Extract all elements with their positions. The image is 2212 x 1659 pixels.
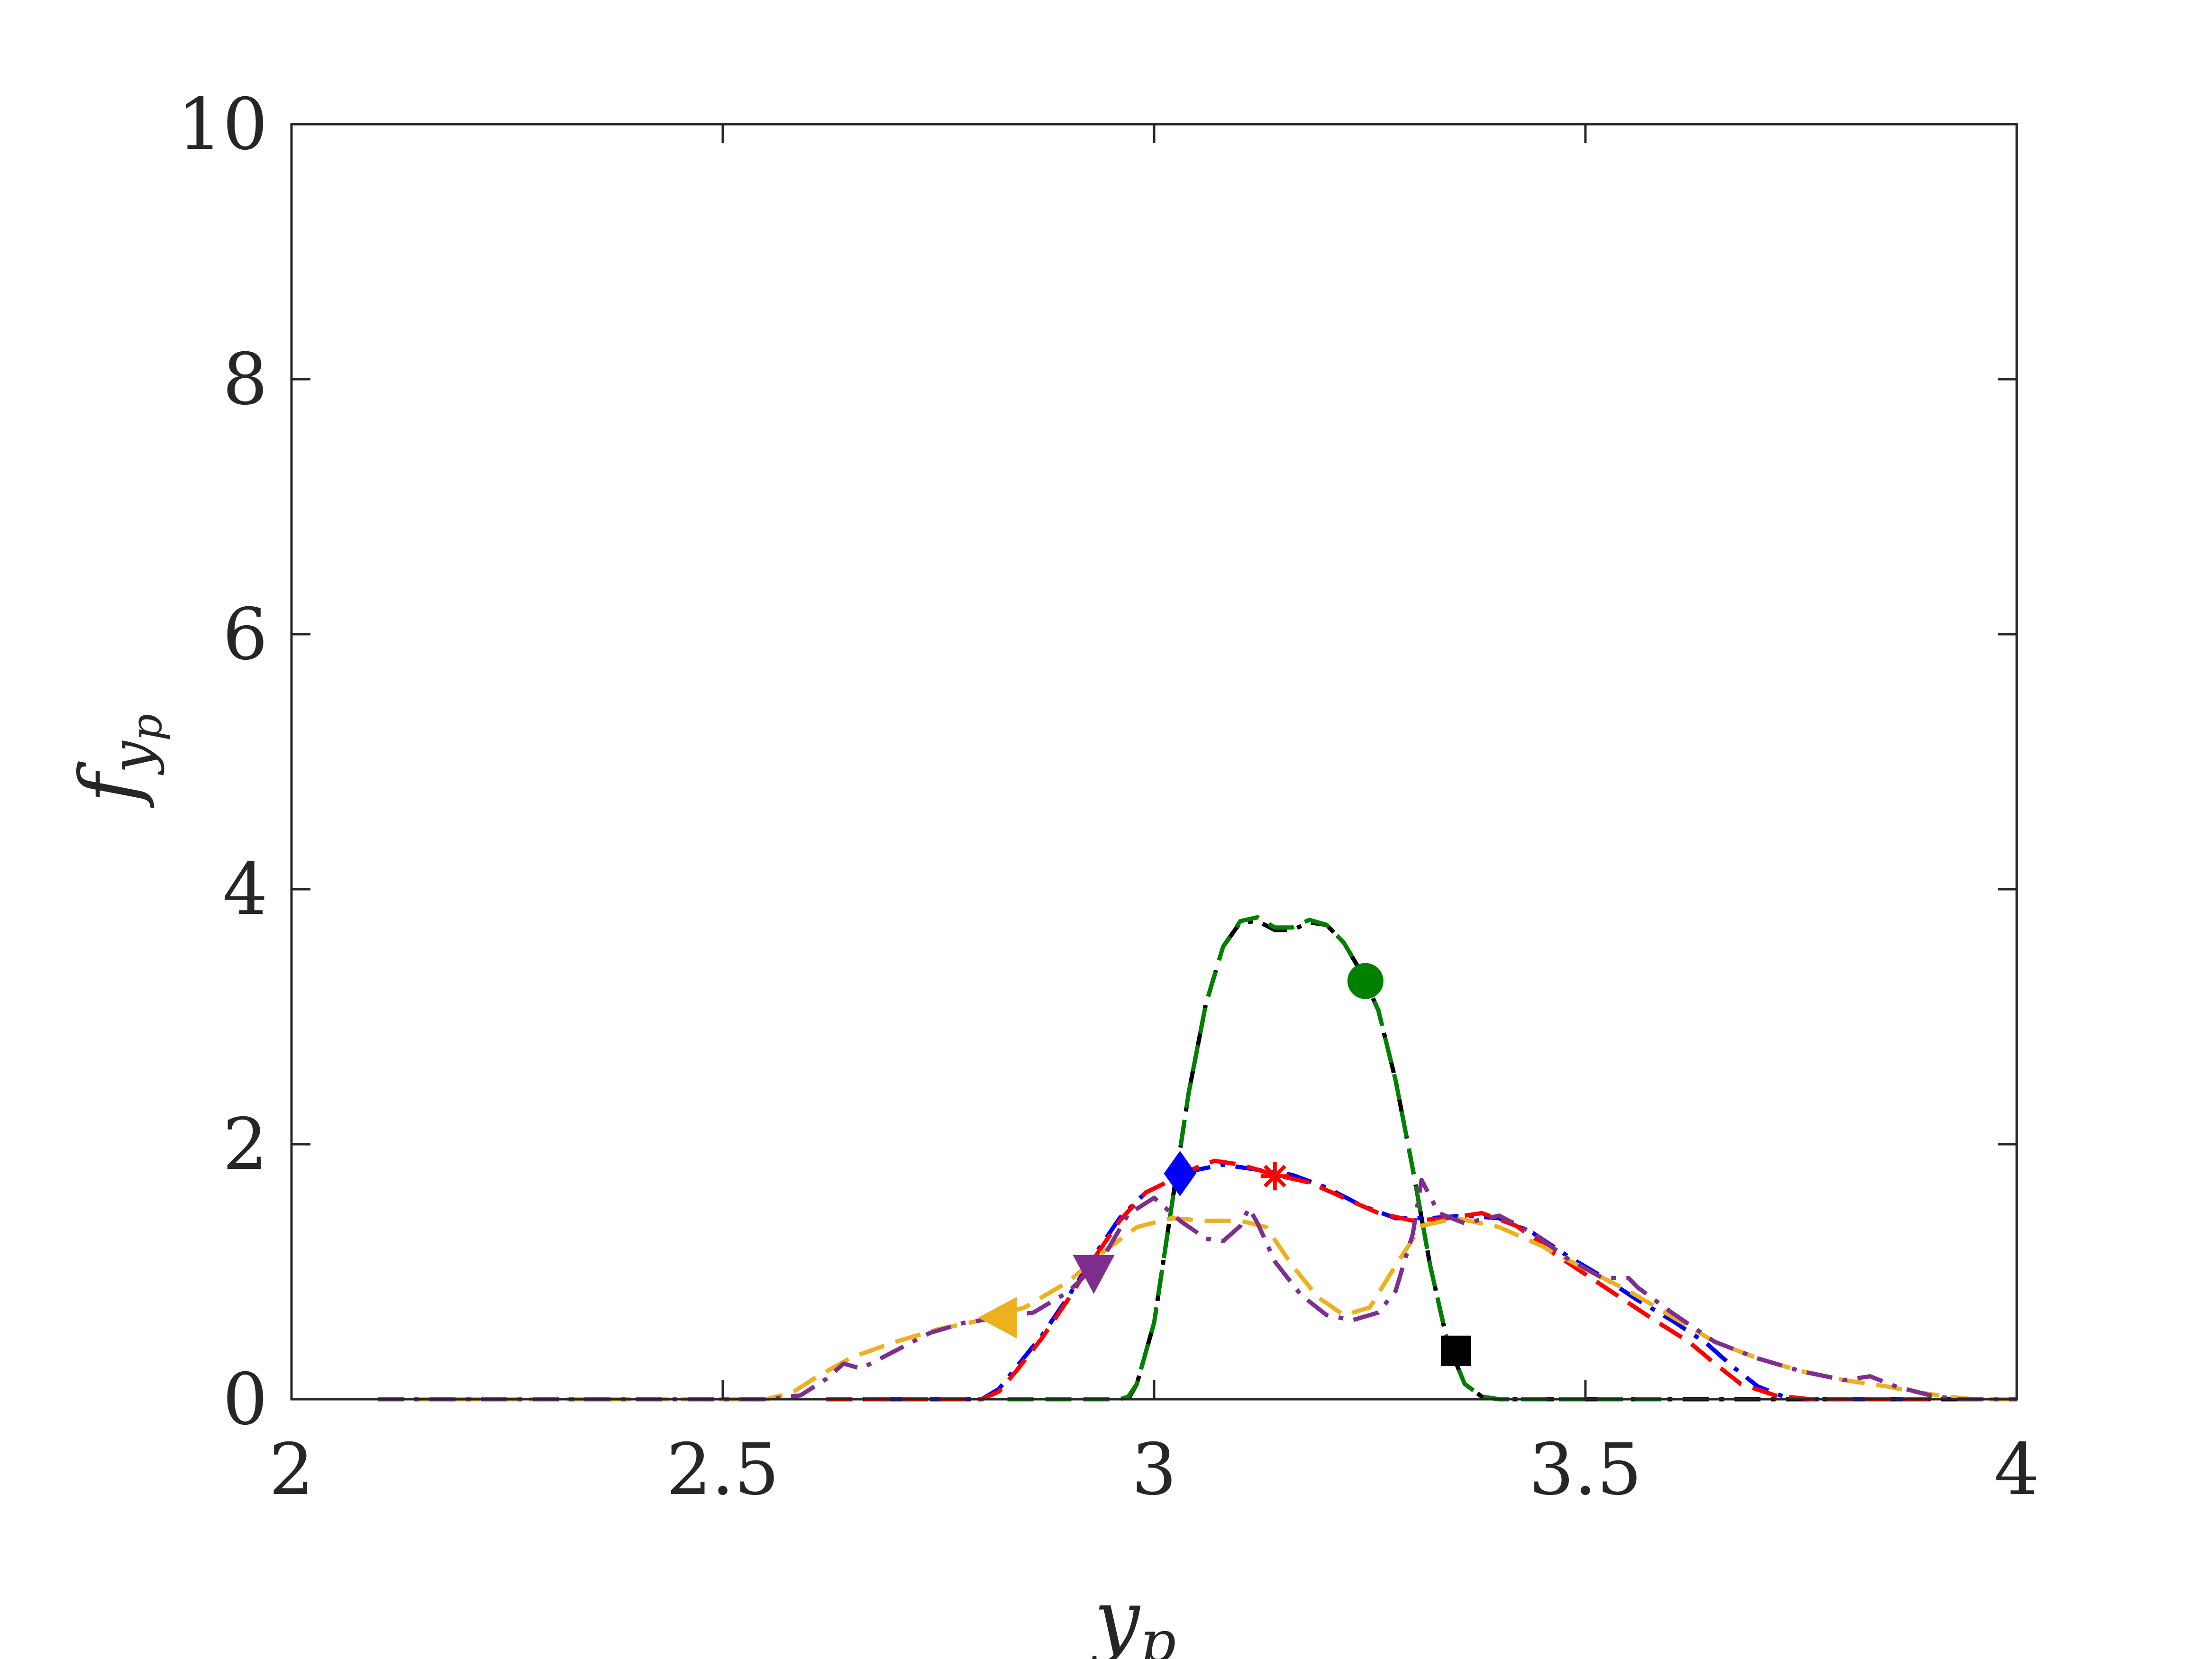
x-tick-label: 3.5 xyxy=(1529,1429,1642,1511)
series-marker-5 xyxy=(978,1296,1017,1339)
asterisk-stroke xyxy=(1263,1165,1286,1188)
x-tick-label: 2 xyxy=(269,1429,314,1511)
series-marker-4 xyxy=(1260,1162,1289,1191)
series-line-6 xyxy=(378,1177,2017,1402)
series-line-4 xyxy=(826,1158,1930,1402)
y-tick-label: 0 xyxy=(223,1358,268,1441)
y-tick-label: 8 xyxy=(223,338,268,421)
series-marker-1 xyxy=(1441,1335,1471,1366)
y-tick-label: 6 xyxy=(223,593,268,676)
series-layer xyxy=(378,915,2017,1402)
y-tick-label: 2 xyxy=(223,1103,268,1186)
x-tick-label: 2.5 xyxy=(666,1429,780,1511)
x-tick-label: 4 xyxy=(1994,1429,2039,1511)
y-tick-label: 10 xyxy=(177,83,268,166)
x-tick-label: 3 xyxy=(1131,1429,1176,1511)
x-axis-label: yp xyxy=(1091,1573,1176,1659)
y-tick-label: 4 xyxy=(223,848,268,931)
series-marker-3 xyxy=(1164,1150,1196,1196)
marker-layer xyxy=(978,963,1471,1366)
series-marker-6 xyxy=(1073,1255,1115,1294)
series-marker-2 xyxy=(1347,963,1384,999)
